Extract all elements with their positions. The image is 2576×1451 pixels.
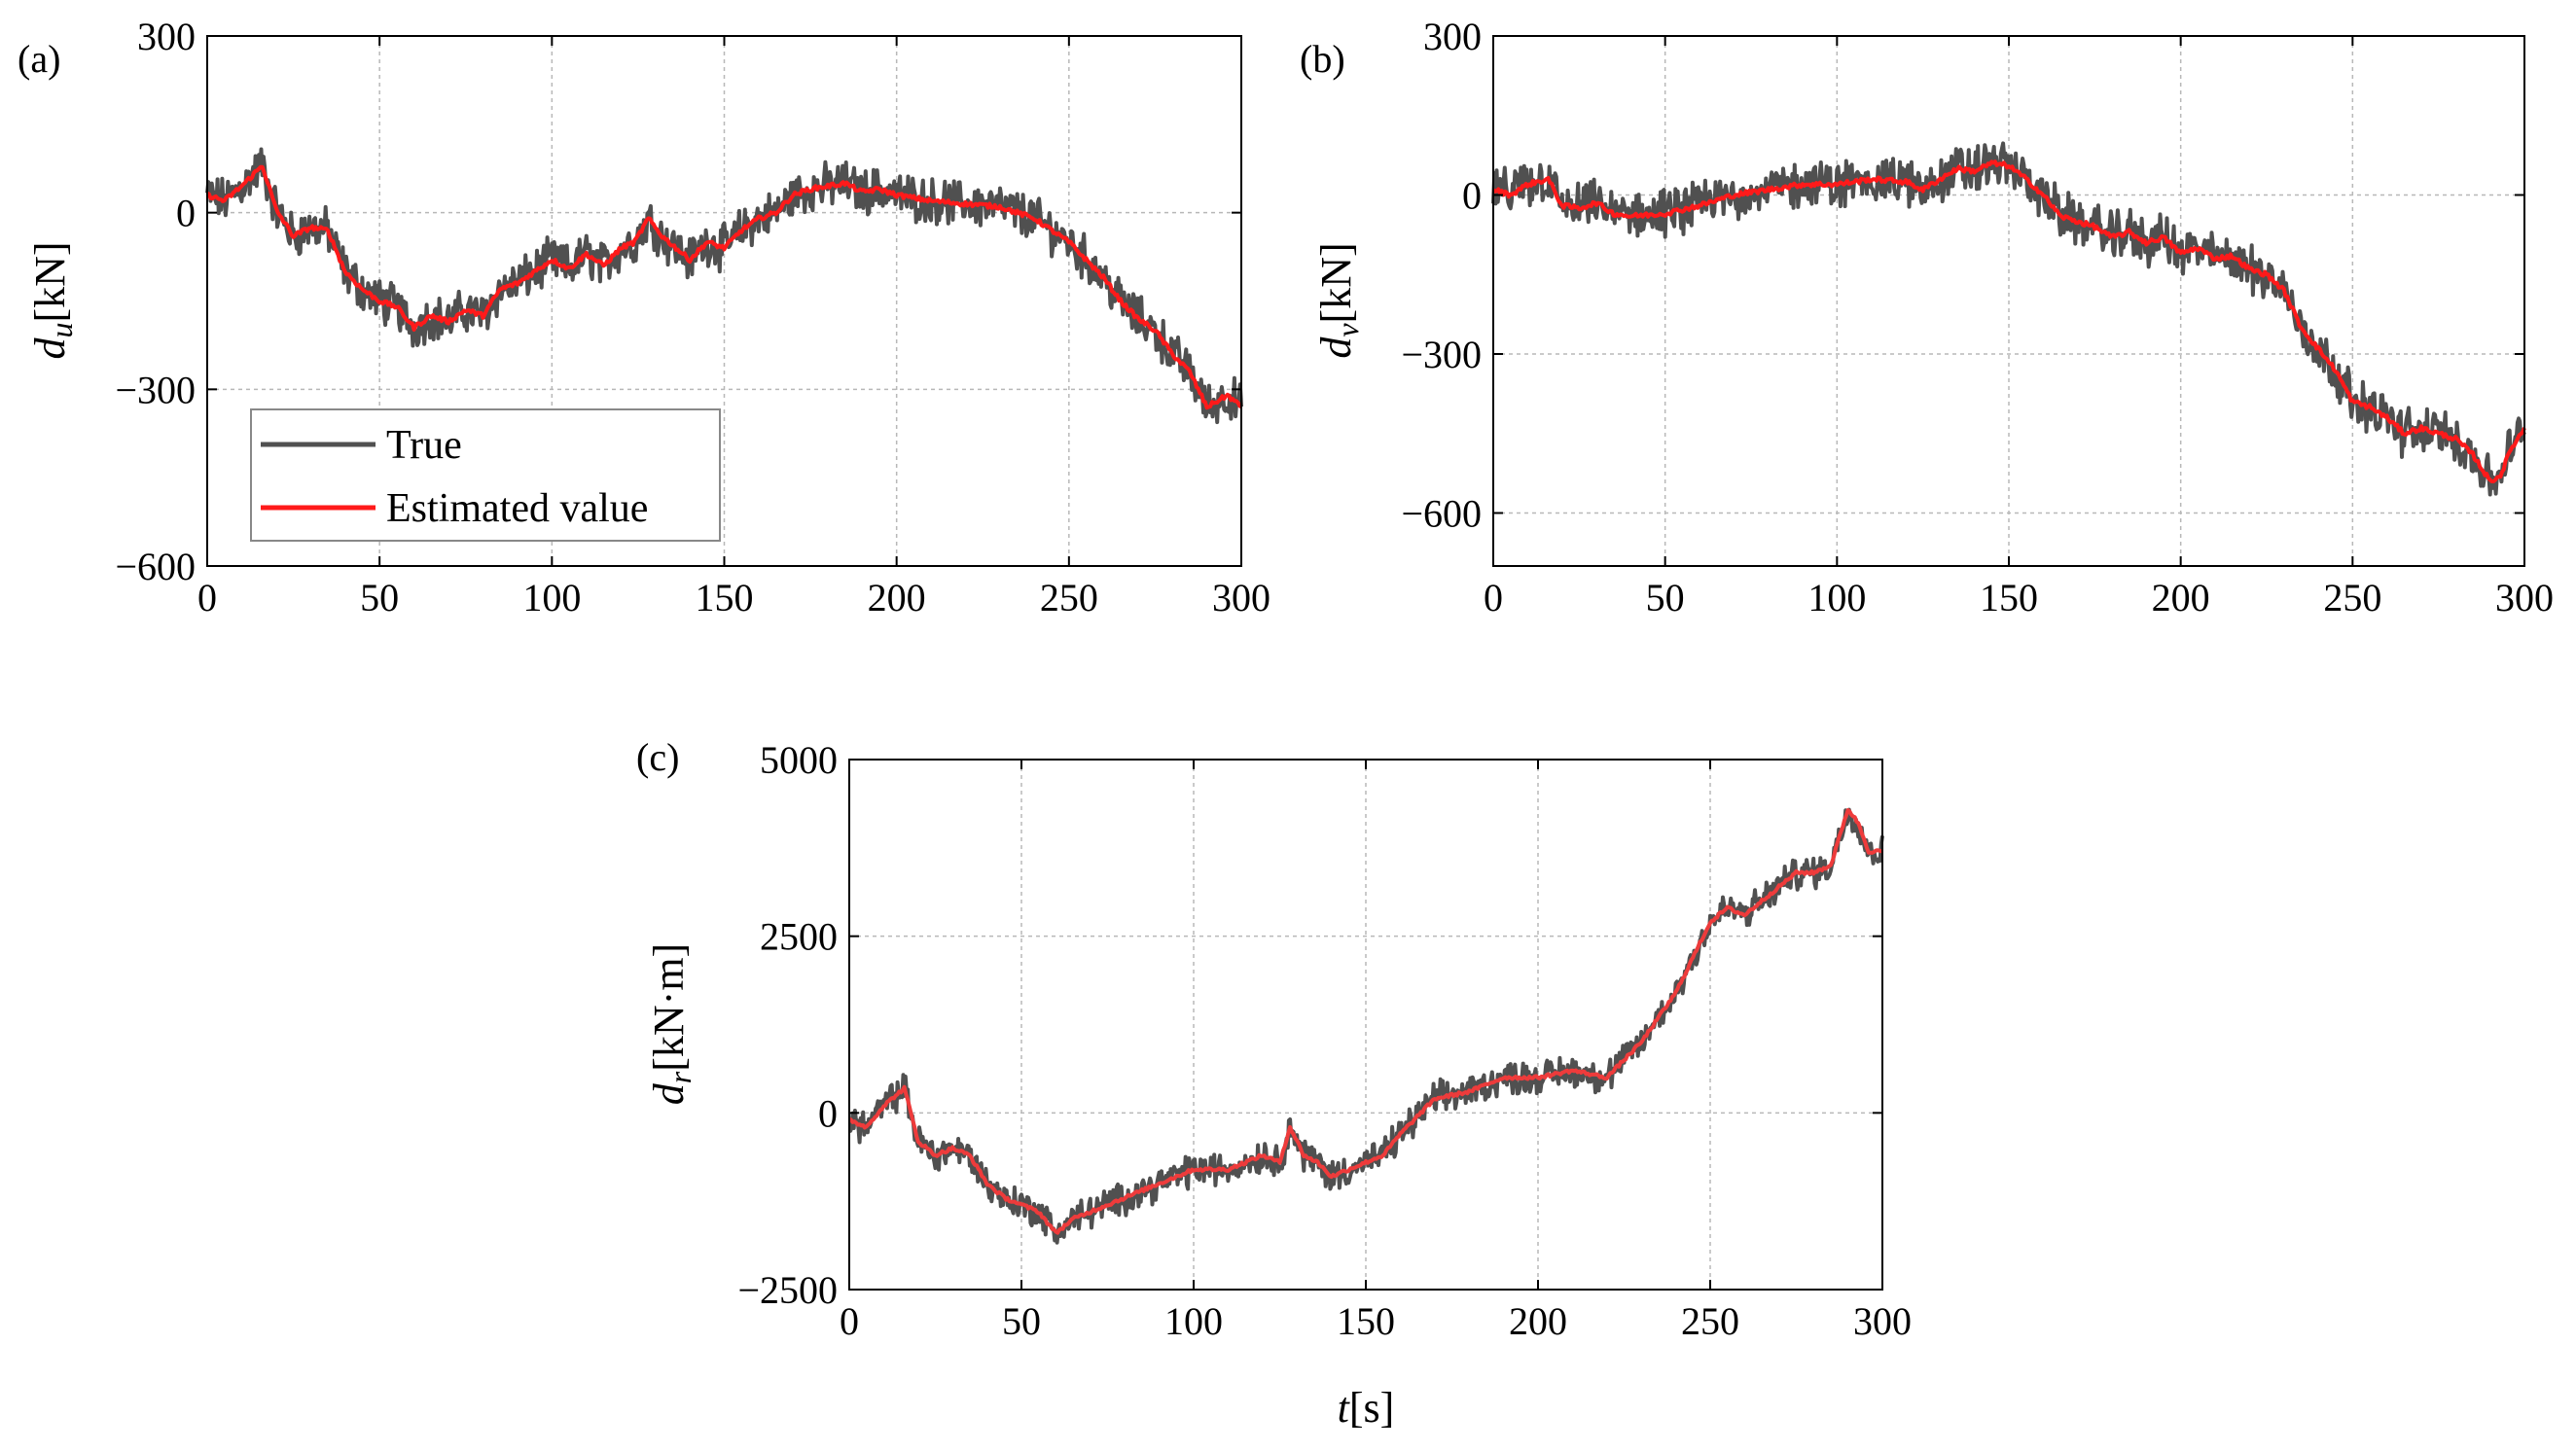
panel-b-ytick-label: 300 [1423,15,1482,58]
panel-a-ylabel-unit: [kN] [26,241,74,322]
legend: True Estimated value [250,408,721,542]
panel-c-ylabel-unit: [kN·m] [645,943,693,1072]
panel-a-xtick-label: 250 [1040,576,1098,619]
panel-b-label: (b) [1300,37,1345,81]
panel-b-ylabel-sub: v [1330,323,1365,337]
panel-b-xtick-label: 50 [1646,576,1685,619]
panel-a-xtick-label: 300 [1212,576,1270,619]
panel-b-line-true [1491,141,2526,497]
legend-label-true: True [386,423,462,468]
panel-c-xtick-label: 200 [1509,1299,1567,1343]
panel-c-ytick-label: −2500 [737,1268,838,1312]
panel-a-ylabel: du[kN] [26,241,79,359]
panel-a-ticks: 0 50 100 150 200 250 300 −600 −300 0 300 [115,15,1270,619]
panel-c-xtick-label: 50 [1002,1299,1041,1343]
panel-c-xlabel: t[s] [1338,1384,1395,1432]
panel-b-grid [1493,36,2524,566]
panel-c-xtick-label: 0 [840,1299,859,1343]
panel-b-ticks: 0 50 100 150 200 250 300 −600 −300 0 300 [1401,15,2554,619]
panel-b-ytick-label: −600 [1401,492,1482,536]
panel-a-line-estimated [206,164,1243,410]
panel-a-ytick-label: 300 [137,15,196,58]
panel-a-ytick-label: −600 [115,545,196,588]
panel-a-xtick-label: 0 [197,576,217,619]
panel-b-ytick-label: −300 [1401,333,1482,376]
panel-c-ytick-label: 0 [818,1091,838,1135]
panel-b-ytick-label: 0 [1462,174,1482,218]
panel-c-series-true [848,807,1884,1245]
panel-c-grid [849,760,1882,1290]
panel-b: (b) 0 50 100 150 200 250 300 −600 −300 0 300 dv[kN… [1300,15,2554,619]
panel-a-line-true [205,147,1243,425]
panel-b-xtick-label: 250 [2323,576,2381,619]
panel-c-line-true [848,807,1884,1245]
panel-b-line-estimated [1491,159,2526,483]
panel-c-line-estimated [847,808,1883,1235]
panel-a-series-estimated [206,164,1243,410]
panel-b-series-estimated [1491,159,2526,483]
panel-a: (a) 0 50 100 150 200 250 300 −600 −300 0 300 du[kN… [18,15,1270,619]
panel-a-ylabel-main: d [26,337,74,360]
panel-b-series-true [1491,141,2526,497]
panel-a-xtick-label: 150 [696,576,754,619]
panel-a-ylabel-sub: u [44,323,79,338]
panel-a-ytick-label: −300 [115,368,196,411]
panel-c-xtick-label: 300 [1853,1299,1912,1343]
panel-a-xtick-label: 200 [868,576,926,619]
legend-box [250,408,721,542]
panel-a-ytick-label: 0 [176,192,196,235]
panel-b-ylabel-unit: [kN] [1312,242,1360,323]
panel-b-xtick-label: 100 [1807,576,1866,619]
panel-a-grid [207,36,1241,566]
panel-c-ylabel: dr[kN·m] [645,943,698,1105]
panel-a-label: (a) [18,37,60,81]
panel-b-xtick-label: 0 [1484,576,1503,619]
panel-c-ylabel-sub: r [662,1071,698,1083]
panel-a-xtick-label: 50 [360,576,399,619]
panel-c-ylabel-main: d [645,1082,693,1105]
panel-b-xtick-label: 150 [1980,576,2038,619]
panel-b-ylabel-main: d [1312,336,1360,359]
panel-a-xtick-label: 100 [522,576,581,619]
panel-c-xtick-label: 100 [1164,1299,1223,1343]
panel-b-xtick-label: 300 [2495,576,2554,619]
panel-b-xtick-label: 200 [2152,576,2210,619]
panel-b-ylabel: dv[kN] [1312,242,1365,358]
panel-c-series-estimated [847,808,1883,1235]
panel-c-ytick-label: 5000 [760,738,838,782]
legend-label-estimated: Estimated value [386,486,648,531]
panel-c-xtick-label: 150 [1337,1299,1395,1343]
panel-c-xtick-label: 250 [1681,1299,1739,1343]
panel-c-ytick-label: 2500 [760,915,838,959]
panel-a-series-true [205,147,1243,425]
panel-c-label: (c) [636,735,679,779]
